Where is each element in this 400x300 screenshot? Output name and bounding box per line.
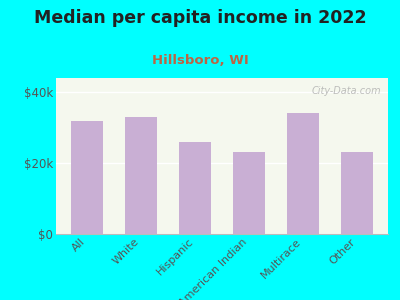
Bar <box>340 152 373 234</box>
Bar <box>287 113 319 234</box>
Text: Median per capita income in 2022: Median per capita income in 2022 <box>34 9 366 27</box>
Bar <box>125 117 157 234</box>
Text: Hillsboro, WI: Hillsboro, WI <box>152 54 248 67</box>
Bar <box>233 152 265 234</box>
Bar <box>179 142 211 234</box>
Text: City-Data.com: City-Data.com <box>312 86 381 96</box>
Bar <box>71 121 104 234</box>
